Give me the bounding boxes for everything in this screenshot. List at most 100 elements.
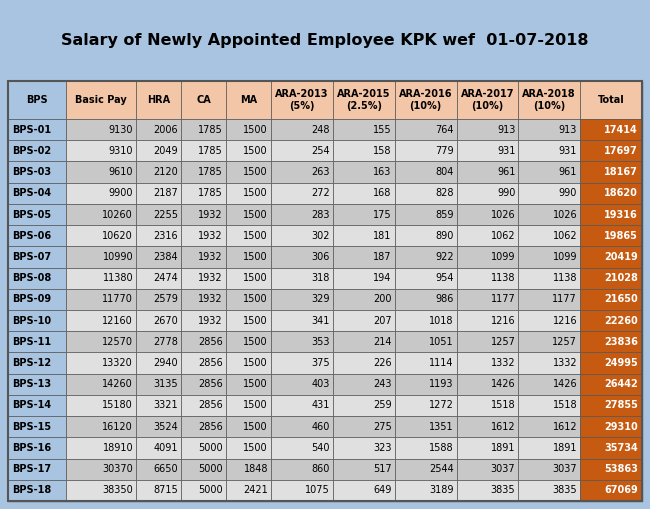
Bar — [181, 310, 226, 331]
Bar — [395, 480, 456, 501]
Bar — [136, 183, 181, 204]
Bar — [8, 225, 66, 246]
Bar — [518, 395, 580, 416]
Bar — [395, 437, 456, 459]
Text: 23836: 23836 — [604, 337, 638, 347]
Text: BPS: BPS — [27, 95, 48, 105]
Text: 1500: 1500 — [243, 422, 268, 432]
Bar — [395, 352, 456, 374]
Text: 1932: 1932 — [198, 273, 223, 283]
Bar — [226, 204, 271, 225]
Bar — [333, 310, 395, 331]
Text: 859: 859 — [435, 210, 454, 219]
Bar — [66, 246, 136, 268]
Bar — [66, 310, 136, 331]
Bar — [395, 331, 456, 352]
Text: 2384: 2384 — [153, 252, 178, 262]
Bar — [395, 140, 456, 161]
Bar — [66, 268, 136, 289]
Bar — [271, 331, 333, 352]
Text: 1216: 1216 — [491, 316, 515, 326]
Bar — [456, 459, 518, 480]
Text: 1500: 1500 — [243, 252, 268, 262]
Bar — [456, 331, 518, 352]
Text: 4091: 4091 — [153, 443, 178, 453]
Text: Salary of Newly Appointed Employee KPK wef  01-07-2018: Salary of Newly Appointed Employee KPK w… — [61, 33, 589, 48]
Text: 11380: 11380 — [103, 273, 133, 283]
Bar — [333, 119, 395, 140]
Bar — [395, 81, 456, 119]
Text: 779: 779 — [435, 146, 454, 156]
Text: 890: 890 — [435, 231, 454, 241]
Text: 913: 913 — [559, 125, 577, 134]
Text: 1500: 1500 — [243, 358, 268, 368]
Text: 9610: 9610 — [109, 167, 133, 177]
Bar — [226, 268, 271, 289]
Bar — [333, 395, 395, 416]
Bar — [456, 437, 518, 459]
Text: 1848: 1848 — [244, 464, 268, 474]
Bar — [518, 183, 580, 204]
Text: 17414: 17414 — [604, 125, 638, 134]
Bar — [333, 246, 395, 268]
Bar — [226, 480, 271, 501]
Bar — [518, 140, 580, 161]
Bar — [333, 289, 395, 310]
Bar — [456, 352, 518, 374]
Text: Total: Total — [598, 95, 625, 105]
Text: 19316: 19316 — [604, 210, 638, 219]
Bar — [66, 161, 136, 183]
Text: 2856: 2856 — [198, 379, 223, 389]
Text: 17697: 17697 — [604, 146, 638, 156]
Text: 323: 323 — [373, 443, 392, 453]
Text: 2474: 2474 — [153, 273, 178, 283]
Text: 1193: 1193 — [429, 379, 454, 389]
Bar — [518, 246, 580, 268]
Text: 990: 990 — [497, 188, 515, 199]
Text: 163: 163 — [373, 167, 392, 177]
Text: 764: 764 — [435, 125, 454, 134]
Text: 15180: 15180 — [103, 401, 133, 410]
Bar — [333, 225, 395, 246]
Text: ARA-2013
(5%): ARA-2013 (5%) — [275, 89, 329, 111]
Text: HRA: HRA — [147, 95, 170, 105]
Text: 828: 828 — [435, 188, 454, 199]
Text: 9310: 9310 — [109, 146, 133, 156]
Bar — [518, 416, 580, 437]
Bar — [181, 480, 226, 501]
Bar — [8, 268, 66, 289]
Text: 1932: 1932 — [198, 316, 223, 326]
Text: MA: MA — [240, 95, 257, 105]
Bar — [181, 81, 226, 119]
Text: 275: 275 — [373, 422, 392, 432]
Text: 1588: 1588 — [429, 443, 454, 453]
Bar — [8, 183, 66, 204]
Bar — [580, 374, 642, 395]
Text: BPS-03: BPS-03 — [12, 167, 51, 177]
Text: 18167: 18167 — [604, 167, 638, 177]
Bar — [271, 437, 333, 459]
Text: 540: 540 — [311, 443, 330, 453]
Bar — [136, 204, 181, 225]
Bar — [226, 331, 271, 352]
Bar — [8, 331, 66, 352]
Text: 375: 375 — [311, 358, 330, 368]
Bar — [181, 416, 226, 437]
Bar — [271, 289, 333, 310]
Bar — [181, 437, 226, 459]
Text: 1272: 1272 — [428, 401, 454, 410]
Text: 649: 649 — [373, 486, 392, 495]
Bar — [271, 459, 333, 480]
Text: 1891: 1891 — [491, 443, 515, 453]
Text: 9130: 9130 — [109, 125, 133, 134]
Bar — [271, 161, 333, 183]
Text: BPS-14: BPS-14 — [12, 401, 51, 410]
Text: 329: 329 — [311, 294, 330, 304]
Bar — [181, 225, 226, 246]
Text: 22260: 22260 — [604, 316, 638, 326]
Bar — [226, 352, 271, 374]
Bar — [456, 225, 518, 246]
Text: 1114: 1114 — [429, 358, 454, 368]
Text: 1500: 1500 — [243, 294, 268, 304]
Text: 1500: 1500 — [243, 146, 268, 156]
